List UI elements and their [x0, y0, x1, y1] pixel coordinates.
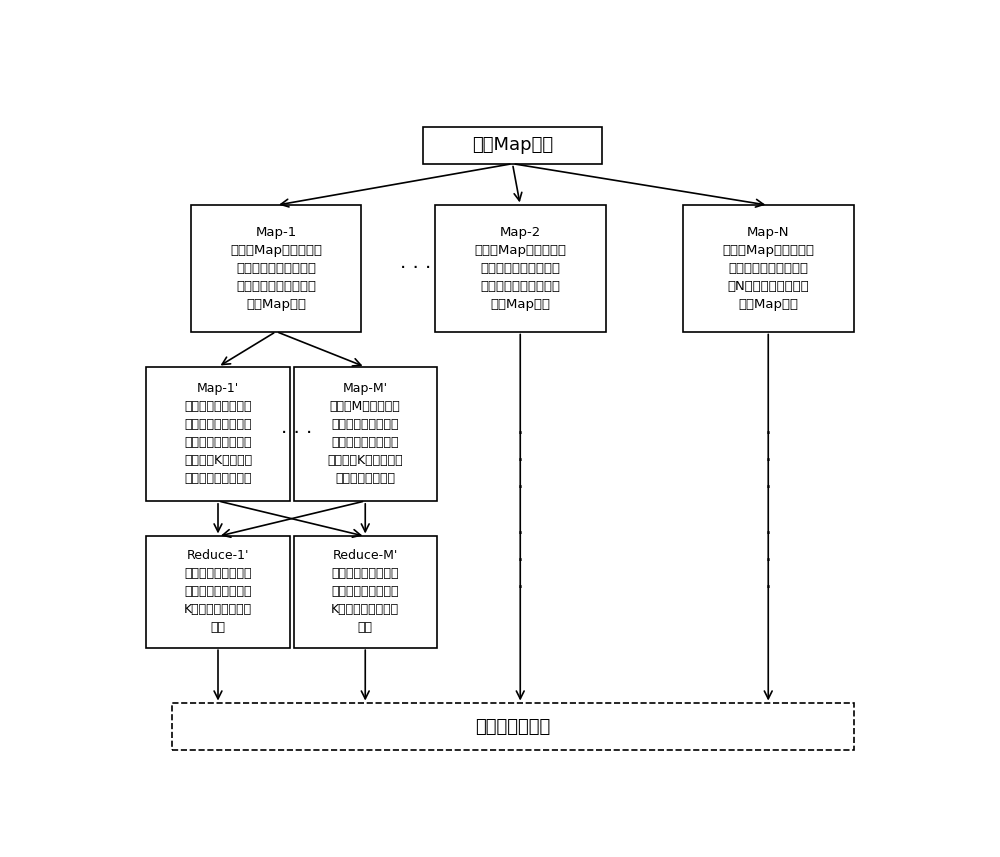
- Text: ·: ·: [517, 451, 524, 470]
- Text: Map-M'
获取第M部分训练样
本，并根据其对待分
类样本集中的第一部
分样本求K个最近邻相
似度所对应的类别: Map-M' 获取第M部分训练样 本，并根据其对待分 类样本集中的第一部 分样本…: [327, 382, 403, 485]
- Text: Reduce-M'
统计第一部分待分类
样本中的每个样本的
K个类别中占多数的
类别: Reduce-M' 统计第一部分待分类 样本中的每个样本的 K个类别中占多数的 …: [331, 549, 399, 634]
- Bar: [423, 127, 602, 164]
- Bar: [191, 205, 361, 332]
- Text: Map-2
获取该Map任务负责处
理的待分类样本集中的
第二部分样本，并启动
新的Map任务: Map-2 获取该Map任务负责处 理的待分类样本集中的 第二部分样本，并启动 …: [474, 226, 566, 311]
- Bar: [172, 704, 854, 750]
- Bar: [146, 536, 290, 648]
- Text: · · ·: · · ·: [400, 259, 431, 278]
- Text: Map-N
获取该Map任务负责处
理的待分类样本集中的
第N部分样本，并启动
新的Map任务: Map-N 获取该Map任务负责处 理的待分类样本集中的 第N部分样本，并启动 …: [722, 226, 814, 311]
- Bar: [294, 536, 437, 648]
- Text: ·: ·: [517, 551, 524, 571]
- Text: Reduce-1'
统计第一部分待分类
样本中的每个样本的
K个类别中占多数的
类别: Reduce-1' 统计第一部分待分类 样本中的每个样本的 K个类别中占多数的 …: [184, 549, 252, 634]
- Text: ·: ·: [517, 524, 524, 544]
- Text: ·: ·: [765, 451, 772, 470]
- Text: ·: ·: [765, 524, 772, 544]
- Bar: [146, 367, 290, 501]
- Text: ·: ·: [765, 424, 772, 444]
- Text: 启动Map任务: 启动Map任务: [472, 136, 553, 154]
- Bar: [435, 205, 606, 332]
- Text: ·: ·: [765, 478, 772, 498]
- Bar: [294, 367, 437, 501]
- Bar: [683, 205, 854, 332]
- Text: ·: ·: [517, 578, 524, 598]
- Text: Map-1'
获取第一部分训练样
本，并根据其对待分
类样本集中的第一部
分样本求K个最近邻
相似度所对应的类别: Map-1' 获取第一部分训练样 本，并根据其对待分 类样本集中的第一部 分样本…: [184, 382, 252, 485]
- Text: 分布式文件系统: 分布式文件系统: [475, 717, 550, 735]
- Text: Map-1
获取该Map任务负责处
理的待分类样本集中的
第一部分样本，并启动
新的Map任务: Map-1 获取该Map任务负责处 理的待分类样本集中的 第一部分样本，并启动 …: [230, 226, 322, 311]
- Text: ·: ·: [517, 424, 524, 444]
- Text: · · ·: · · ·: [281, 424, 313, 443]
- Text: ·: ·: [765, 551, 772, 571]
- Text: ·: ·: [765, 578, 772, 598]
- Text: ·: ·: [517, 478, 524, 498]
